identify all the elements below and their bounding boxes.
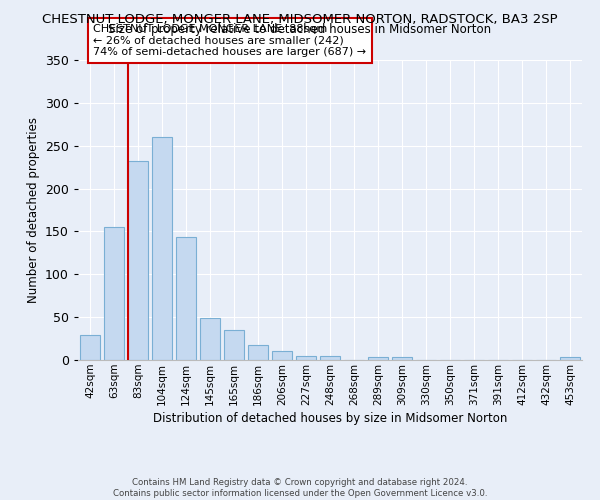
X-axis label: Distribution of detached houses by size in Midsomer Norton: Distribution of detached houses by size … — [153, 412, 507, 425]
Bar — [80, 335, 100, 360]
Bar — [224, 330, 244, 360]
Bar — [320, 356, 340, 360]
Text: CHESTNUT LODGE, MONGER LANE, MIDSOMER NORTON, RADSTOCK, BA3 2SP: CHESTNUT LODGE, MONGER LANE, MIDSOMER NO… — [42, 12, 558, 26]
Text: CHESTNUT LODGE MONGER LANE: 88sqm
← 26% of detached houses are smaller (242)
74%: CHESTNUT LODGE MONGER LANE: 88sqm ← 26% … — [93, 24, 366, 57]
Text: Size of property relative to detached houses in Midsomer Norton: Size of property relative to detached ho… — [109, 22, 491, 36]
Bar — [104, 227, 124, 360]
Bar — [392, 358, 412, 360]
Bar — [200, 318, 220, 360]
Bar — [128, 161, 148, 360]
Bar — [368, 356, 388, 360]
Bar — [560, 358, 580, 360]
Bar — [176, 238, 196, 360]
Bar — [272, 350, 292, 360]
Y-axis label: Number of detached properties: Number of detached properties — [26, 117, 40, 303]
Bar — [152, 137, 172, 360]
Text: Contains HM Land Registry data © Crown copyright and database right 2024.
Contai: Contains HM Land Registry data © Crown c… — [113, 478, 487, 498]
Bar — [248, 344, 268, 360]
Bar — [296, 356, 316, 360]
